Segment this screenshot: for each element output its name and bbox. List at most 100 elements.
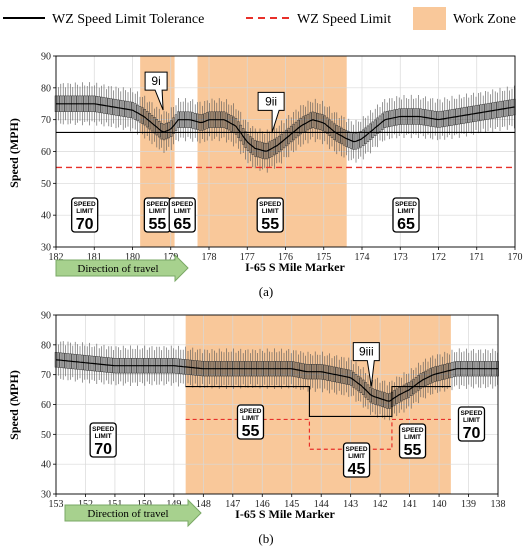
sign-value: 70: [76, 216, 94, 233]
x-tick-label: 171: [469, 252, 484, 263]
box: [157, 121, 161, 138]
chart-b: SPEEDLIMIT70SPEEDLIMIT55SPEEDLIMIT45SPEE…: [7, 311, 506, 547]
sign-limit-text: LIMIT: [95, 433, 112, 440]
speed-limit-line: [185, 418, 451, 450]
sign-limit-text: LIMIT: [242, 415, 259, 422]
legend-zone-label: Work Zone: [453, 12, 516, 27]
x-tick-label: 181: [87, 252, 102, 263]
y-tick-label: 40: [41, 460, 51, 471]
sign-speed-text: SPEED: [395, 201, 417, 208]
y-tick-label: 90: [41, 52, 51, 63]
box: [330, 121, 334, 138]
axes: 182 181 180 179 178 177 176 175 174 173 172 171 170 3…: [41, 52, 523, 264]
x-tick-label: 175: [316, 252, 331, 263]
x-tick-label: 147: [225, 499, 240, 510]
callout-box: [257, 91, 285, 133]
callout-box: [352, 342, 380, 387]
x-tick-label: 141: [402, 499, 417, 510]
box: [150, 115, 154, 132]
callout-label: 9iii: [359, 345, 374, 359]
box: [285, 129, 288, 147]
speed-limit-lines: [185, 386, 451, 450]
speed-limit-signs: SPEEDLIMIT70SPEEDLIMIT55SPEEDLIMIT65SPEE…: [71, 197, 420, 233]
callout-9ii: 9ii: [257, 91, 285, 133]
box: [366, 125, 370, 142]
box: [174, 114, 178, 131]
sign-speed-text: SPEED: [171, 201, 193, 208]
sign-speed-text: SPEED: [346, 446, 368, 453]
sign-speed-text: SPEED: [146, 201, 168, 208]
box: [155, 119, 159, 136]
box: [371, 121, 375, 138]
x-tick-label: 146: [255, 499, 270, 510]
box: [325, 117, 329, 134]
sign-value: 55: [148, 216, 166, 233]
y-tick-label: 80: [41, 83, 51, 94]
direction-arrow-shape: [55, 253, 189, 283]
direction-arrow: Direction of travel: [55, 253, 189, 283]
callout-9iii: 9iii: [352, 342, 380, 387]
box: [364, 127, 367, 144]
y-tick-label: 30: [41, 490, 51, 501]
box: [244, 131, 247, 148]
box: [364, 382, 367, 398]
axes: 1531521511501491481471461451441431421411…: [41, 311, 506, 511]
box: [145, 111, 149, 128]
box: [246, 134, 250, 151]
panel-label: (b): [258, 531, 273, 546]
box: [251, 138, 255, 155]
box: [148, 113, 151, 130]
y-tick-label: 50: [41, 179, 51, 190]
sign-value: 65: [397, 216, 415, 233]
x-tick-label: 179: [163, 252, 178, 263]
x-tick-label: 144: [314, 499, 329, 510]
sign-border: [71, 197, 99, 233]
box: [153, 117, 156, 134]
y-tick-label: 80: [41, 340, 51, 351]
x-axis-title: I-65 S Mile Marker: [245, 260, 345, 274]
sign-limit-text: LIMIT: [262, 208, 279, 215]
x-tick-label: 142: [373, 499, 388, 510]
sign-border: [256, 197, 284, 233]
sign-limit-text: LIMIT: [463, 417, 480, 424]
sign-limit-text: LIMIT: [348, 453, 365, 460]
x-tick-label: 173: [393, 252, 408, 263]
box: [359, 377, 363, 393]
x-tick-label: 140: [432, 499, 447, 510]
sign-value: 55: [404, 442, 422, 459]
y-tick-label: 60: [41, 400, 51, 411]
y-tick-label: 50: [41, 430, 51, 441]
sign-speed-text: SPEED: [460, 410, 482, 417]
x-tick-label: 182: [49, 252, 64, 263]
sign-speed-text: SPEED: [74, 201, 96, 208]
callouts: 9i 9ii: [144, 71, 285, 133]
chart-a: SPEEDLIMIT70SPEEDLIMIT55SPEEDLIMIT65SPEE…: [7, 52, 523, 300]
callout-box: [144, 71, 168, 111]
sign-speed-text: SPEED: [402, 427, 424, 434]
x-axis-title: I-65 S Mile Marker: [235, 507, 335, 521]
legend-zone-swatch: [413, 7, 446, 30]
sign-value: 70: [463, 425, 481, 442]
x-tick-label: 148: [196, 499, 211, 510]
sign-border: [168, 197, 196, 233]
x-tick-label: 143: [343, 499, 358, 510]
sign-value: 45: [348, 461, 366, 478]
box: [373, 119, 377, 136]
box: [369, 123, 372, 140]
sign-value: 55: [242, 423, 260, 440]
box: [297, 119, 300, 137]
sign-limit-text: LIMIT: [174, 208, 191, 215]
panel-label: (a): [259, 284, 273, 299]
x-tick-label: 153: [49, 499, 64, 510]
box: [361, 379, 365, 395]
y-tick-label: 70: [41, 370, 51, 381]
box: [328, 119, 331, 136]
x-tick-label: 178: [202, 252, 217, 263]
sign-border: [398, 423, 427, 459]
